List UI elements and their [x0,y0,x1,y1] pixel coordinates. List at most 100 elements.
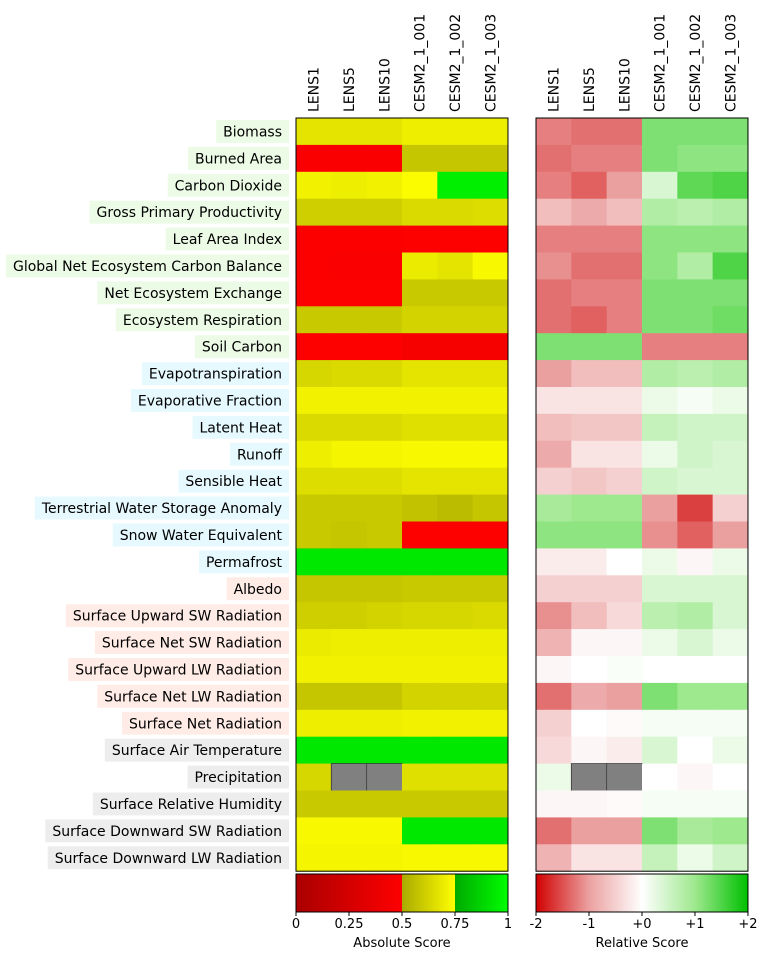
row-label-net-ecosystem-exchange: Net Ecosystem Exchange [104,286,282,302]
absolute-cell-net-ecosystem-exchange-lens1 [296,279,332,307]
relative-cell-precipitation-cesm2-1-002 [677,763,714,791]
relative-panel-frame [535,117,749,872]
absolute-cell-net-ecosystem-exchange-lens10 [366,279,403,307]
absolute-cell-surface-net-radiation-lens5 [331,709,368,738]
row-label-leaf-area-index: Leaf Area Index [173,232,282,248]
absolute-cell-snow-water-equivalent-lens1 [296,521,332,549]
relative-cell-leaf-area-index-lens10 [606,225,643,253]
row-label-background [194,335,289,359]
relative-cell-snow-water-equivalent-lens1 [536,521,572,549]
relative-cell-surface-net-lw-radiation-cesm2-1-003 [712,682,749,711]
relative-cell-leaf-area-index-cesm2-1-001 [641,225,678,253]
absolute-cell-surface-relative-humidity-cesm2-1-001 [401,790,438,818]
relative-cell-surface-air-temperature-lens1 [536,736,572,765]
absolute-cell-biomass-cesm2-1-001 [401,118,438,146]
relative-cell-latent-heat-cesm2-1-003 [712,413,749,442]
absolute-cell-burned-area-cesm2-1-003 [472,144,509,173]
absolute-cell-gross-primary-productivity-cesm2-1-003 [472,198,509,227]
absolute-cell-ecosystem-respiration-lens5 [331,306,368,334]
absolute-column-label-cesm2-1-002: CESM2_1_002 [448,14,464,112]
absolute-cell-surface-upward-sw-radiation-cesm2-1-003 [472,602,509,630]
relative-cell-gross-primary-productivity-lens5 [571,198,608,227]
relative-cell-evaporative-fraction-lens5 [571,387,608,415]
absolute-cell-surface-downward-lw-radiation-cesm2-1-001 [401,844,438,872]
row-label-background [198,550,289,574]
relative-cell-global-net-ecosystem-carbon-balance-cesm2-1-001 [641,252,678,280]
relative-cell-snow-water-equivalent-cesm2-1-003 [712,521,749,549]
relative-cell-burned-area-lens1 [536,144,572,173]
absolute-cell-runoff-lens5 [331,440,368,469]
relative-cell-surface-upward-lw-radiation-cesm2-1-003 [712,656,749,684]
relative-cell-latent-heat-cesm2-1-001 [641,413,678,442]
absolute-cell-evapotranspiration-lens1 [296,360,332,388]
absolute-cell-surface-net-sw-radiation-lens5 [331,629,368,657]
relative-cell-snow-water-equivalent-lens5 [571,521,608,549]
absolute-cell-sensible-heat-cesm2-1-001 [401,467,438,496]
relative-cell-evaporative-fraction-cesm2-1-003 [712,387,749,415]
absolute-cell-surface-downward-lw-radiation-lens10 [366,844,403,872]
relative-cell-runoff-cesm2-1-001 [641,440,678,469]
absolute-cell-leaf-area-index-cesm2-1-001 [401,225,438,253]
relative-cell-surface-air-temperature-lens5 [571,736,608,765]
row-label-background [89,200,289,224]
relative-cell-permafrost-cesm2-1-003 [712,548,749,576]
absolute-cell-burned-area-lens10 [366,144,403,173]
absolute-cell-carbon-dioxide-cesm2-1-001 [401,171,438,200]
relative-cell-surface-net-lw-radiation-lens10 [606,682,643,711]
absolute-colorbar-tick-label: 0.5 [392,917,413,932]
relative-cell-ecosystem-respiration-cesm2-1-001 [641,306,678,334]
relative-score-panel [535,117,749,872]
absolute-cell-surface-air-temperature-cesm2-1-001 [401,736,438,765]
relative-cell-runoff-lens1 [536,440,572,469]
relative-cell-surface-downward-lw-radiation-cesm2-1-001 [641,844,678,872]
relative-cell-sensible-heat-cesm2-1-003 [712,467,749,496]
absolute-cell-sensible-heat-lens1 [296,467,332,496]
relative-cell-surface-relative-humidity-cesm2-1-002 [677,790,714,818]
relative-cell-surface-upward-sw-radiation-cesm2-1-001 [641,602,678,630]
row-label-soil-carbon: Soil Carbon [202,340,282,356]
row-label-surface-downward-lw-radiation: Surface Downward LW Radiation [55,851,282,867]
absolute-cell-surface-upward-sw-radiation-lens1 [296,602,332,630]
relative-cell-biomass-cesm2-1-002 [677,118,714,146]
relative-cell-surface-net-sw-radiation-cesm2-1-001 [641,629,678,657]
relative-cell-surface-net-sw-radiation-lens1 [536,629,572,657]
absolute-cell-gross-primary-productivity-cesm2-1-002 [437,198,474,227]
absolute-cell-soil-carbon-lens5 [331,333,368,361]
absolute-cell-runoff-cesm2-1-002 [437,440,474,469]
absolute-cell-net-ecosystem-exchange-cesm2-1-001 [401,279,438,307]
absolute-cell-leaf-area-index-lens5 [331,225,368,253]
absolute-cell-albedo-cesm2-1-003 [472,575,509,603]
absolute-cell-precipitation-lens5 [330,763,368,792]
relative-cell-soil-carbon-lens10 [606,333,643,361]
absolute-cell-surface-upward-sw-radiation-lens10 [366,602,403,630]
absolute-column-label-lens10: LENS10 [377,58,393,112]
absolute-cell-surface-downward-sw-radiation-cesm2-1-003 [472,817,509,845]
absolute-cell-permafrost-lens5 [331,548,368,576]
absolute-cell-surface-downward-sw-radiation-cesm2-1-001 [401,817,438,845]
relative-cell-gross-primary-productivity-cesm2-1-001 [641,198,678,227]
row-label-albedo: Albedo [234,582,282,598]
absolute-cell-surface-upward-lw-radiation-cesm2-1-002 [437,656,474,684]
absolute-cell-surface-air-temperature-cesm2-1-002 [437,736,474,765]
relative-cell-surface-relative-humidity-lens1 [536,790,572,818]
absolute-cell-surface-downward-sw-radiation-lens5 [331,817,368,845]
absolute-cell-albedo-cesm2-1-002 [437,575,474,603]
relative-cell-latent-heat-lens10 [606,413,643,442]
row-label-background [216,120,289,143]
relative-column-label-cesm2-1-001: CESM2_1_001 [653,14,669,112]
absolute-cell-evaporative-fraction-lens10 [366,387,403,415]
absolute-cell-gross-primary-productivity-lens10 [366,198,403,227]
absolute-cell-surface-relative-humidity-lens10 [366,790,403,818]
relative-colorbar-gradient [536,874,748,912]
absolute-cell-surface-upward-lw-radiation-lens1 [296,656,332,684]
relative-cell-surface-downward-sw-radiation-lens10 [606,817,643,845]
absolute-panel-frame [295,117,509,872]
relative-cell-net-ecosystem-exchange-lens5 [571,279,608,307]
relative-cell-surface-net-radiation-lens10 [606,709,643,738]
row-label-permafrost: Permafrost [206,555,283,571]
absolute-cell-leaf-area-index-lens10 [366,225,403,253]
relative-cell-carbon-dioxide-cesm2-1-002 [677,171,714,200]
relative-cell-biomass-cesm2-1-003 [712,118,749,146]
relative-cell-terrestrial-water-storage-anomaly-cesm2-1-001 [641,494,678,522]
